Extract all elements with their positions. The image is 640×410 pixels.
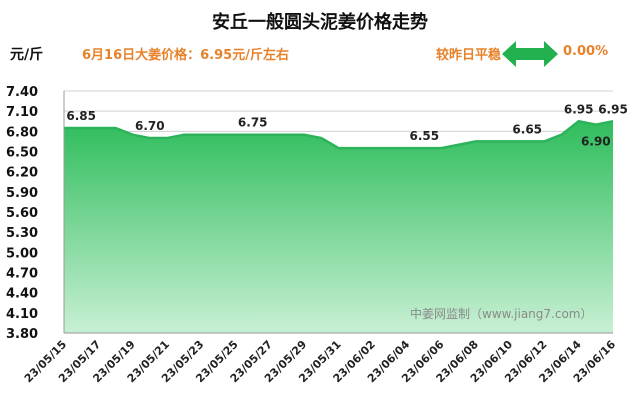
change-percent: 0.00%	[563, 44, 609, 59]
price-area	[64, 121, 613, 333]
y-tick-label: 5.00	[6, 246, 38, 261]
y-tick-label: 7.10	[6, 105, 38, 120]
y-tick-label: 3.80	[6, 327, 38, 342]
price-line	[64, 119, 614, 150]
y-axis-ticks: 7.40 7.10 6.80 6.50 6.20 5.90 5.60 5.30 5.00 4.70…	[6, 85, 38, 342]
data-label: 6.70	[135, 119, 165, 133]
x-axis-ticks: 23/05/1523/05/1723/05/1923/05/2123/05/23…	[22, 338, 619, 386]
y-tick-label: 4.40	[6, 287, 38, 302]
y-axis-unit: 元/斤	[10, 47, 44, 63]
data-label: 6.65	[512, 122, 542, 136]
watermark: 中姜网监制（www.jiang7.com）	[410, 306, 592, 321]
area-layer	[63, 91, 614, 334]
data-label: 6.55	[409, 129, 439, 143]
data-label: 6.95	[564, 102, 594, 116]
y-tick-label: 6.80	[6, 125, 38, 140]
y-tick-label: 4.70	[6, 267, 38, 282]
y-tick-label: 5.30	[6, 226, 38, 241]
y-tick-label: 6.50	[6, 146, 38, 161]
chart-title: 安丘一般圆头泥姜价格走势	[212, 12, 428, 33]
compare-label: 较昨日平稳	[436, 48, 502, 63]
data-labels: 6.85 6.70 6.75 6.55 6.65 6.95 6.90 6.95	[66, 102, 627, 148]
data-label: 6.75	[238, 116, 268, 130]
data-label: 6.90	[581, 135, 611, 149]
double-arrow-icon	[502, 41, 558, 67]
y-tick-label: 7.40	[6, 85, 38, 100]
data-label: 6.95	[598, 102, 628, 116]
y-tick-label: 4.10	[6, 307, 38, 322]
y-tick-label: 5.60	[6, 206, 38, 221]
y-tick-label: 5.90	[6, 186, 38, 201]
data-label: 6.85	[66, 109, 96, 123]
price-summary: 6月16日大姜价格：6.95元/斤左右	[82, 48, 289, 63]
y-tick-label: 6.20	[6, 166, 38, 181]
